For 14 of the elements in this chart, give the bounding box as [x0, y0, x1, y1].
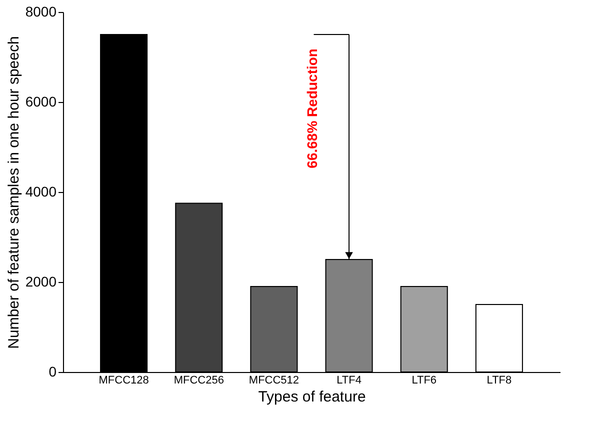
y-tick-label: 0	[48, 364, 57, 380]
x-axis-title: Types of feature	[258, 388, 366, 406]
x-tick-label: MFCC256	[174, 374, 224, 386]
x-tick-label: LTF4	[336, 374, 362, 386]
annotation: 66.68% Reduction	[304, 48, 320, 168]
y-axis-title: Number of feature samples in one hour speech	[5, 36, 22, 349]
y-tick-label: 8000	[25, 4, 57, 20]
y-tick-label: 6000	[25, 94, 57, 110]
y-tick-label: 2000	[25, 274, 57, 290]
x-tick-label: LTF6	[412, 374, 437, 386]
x-tick-label: LTF8	[486, 374, 512, 386]
x-tick-label: MFCC128	[98, 374, 149, 386]
x-tick-label: MFCC512	[248, 374, 300, 386]
y-tick-label: 4000	[25, 184, 57, 200]
